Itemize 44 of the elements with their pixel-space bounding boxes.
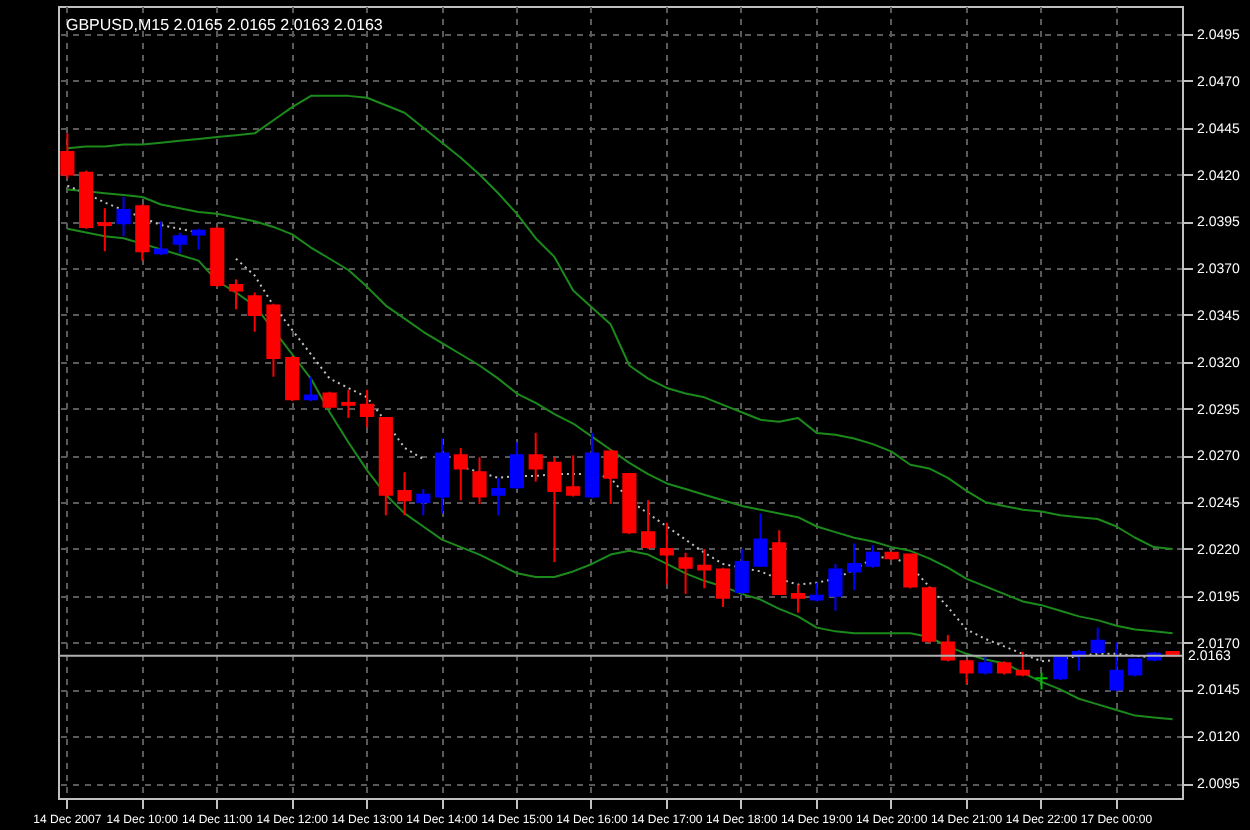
candlestick: [285, 355, 300, 403]
candlestick: [715, 566, 731, 609]
candlestick: [1090, 626, 1105, 655]
candlestick: [603, 448, 618, 506]
candlestick: [397, 471, 412, 517]
candlestick: [547, 456, 562, 564]
text: GBPUSD,M15 2.0165 2.0165 2.0163 2.0163: [66, 16, 384, 34]
candlestick: [659, 521, 674, 586]
candlestick: [847, 542, 862, 592]
candlestick: [528, 431, 543, 483]
candlestick: [303, 375, 318, 403]
candlestick: [1109, 641, 1124, 693]
candlestick: [697, 547, 712, 590]
candlestick: [97, 207, 112, 253]
candlestick: [566, 454, 581, 498]
candlestick: [60, 132, 75, 180]
candlestick: [453, 446, 468, 502]
candlestick: [959, 658, 974, 685]
candlestick: [116, 195, 131, 238]
candlestick: [172, 231, 187, 255]
candlestick: [191, 227, 206, 251]
candlestick: [153, 220, 169, 257]
candlestick: [584, 431, 599, 500]
candlestick: [341, 388, 356, 419]
candlestick: [434, 437, 450, 515]
candlestick: [828, 562, 843, 612]
candlestick: [416, 488, 431, 517]
candlestick: [1015, 650, 1030, 678]
candlestick: [753, 512, 768, 567]
candlestick: [641, 499, 656, 550]
candlestick: [734, 547, 749, 595]
candlestick: [360, 388, 375, 429]
candlestick: [865, 544, 880, 569]
candlestick: [135, 203, 150, 262]
candlestick: [491, 476, 506, 517]
candlestick: [790, 583, 806, 614]
candlestick: [509, 441, 525, 491]
candlestick: [228, 278, 244, 311]
candlestick: [1053, 654, 1068, 682]
line-series: [66, 94, 1174, 550]
candlestick: [903, 553, 918, 590]
candlestick: [247, 291, 262, 333]
candlestick: [472, 456, 487, 506]
candlestick: [678, 551, 693, 595]
